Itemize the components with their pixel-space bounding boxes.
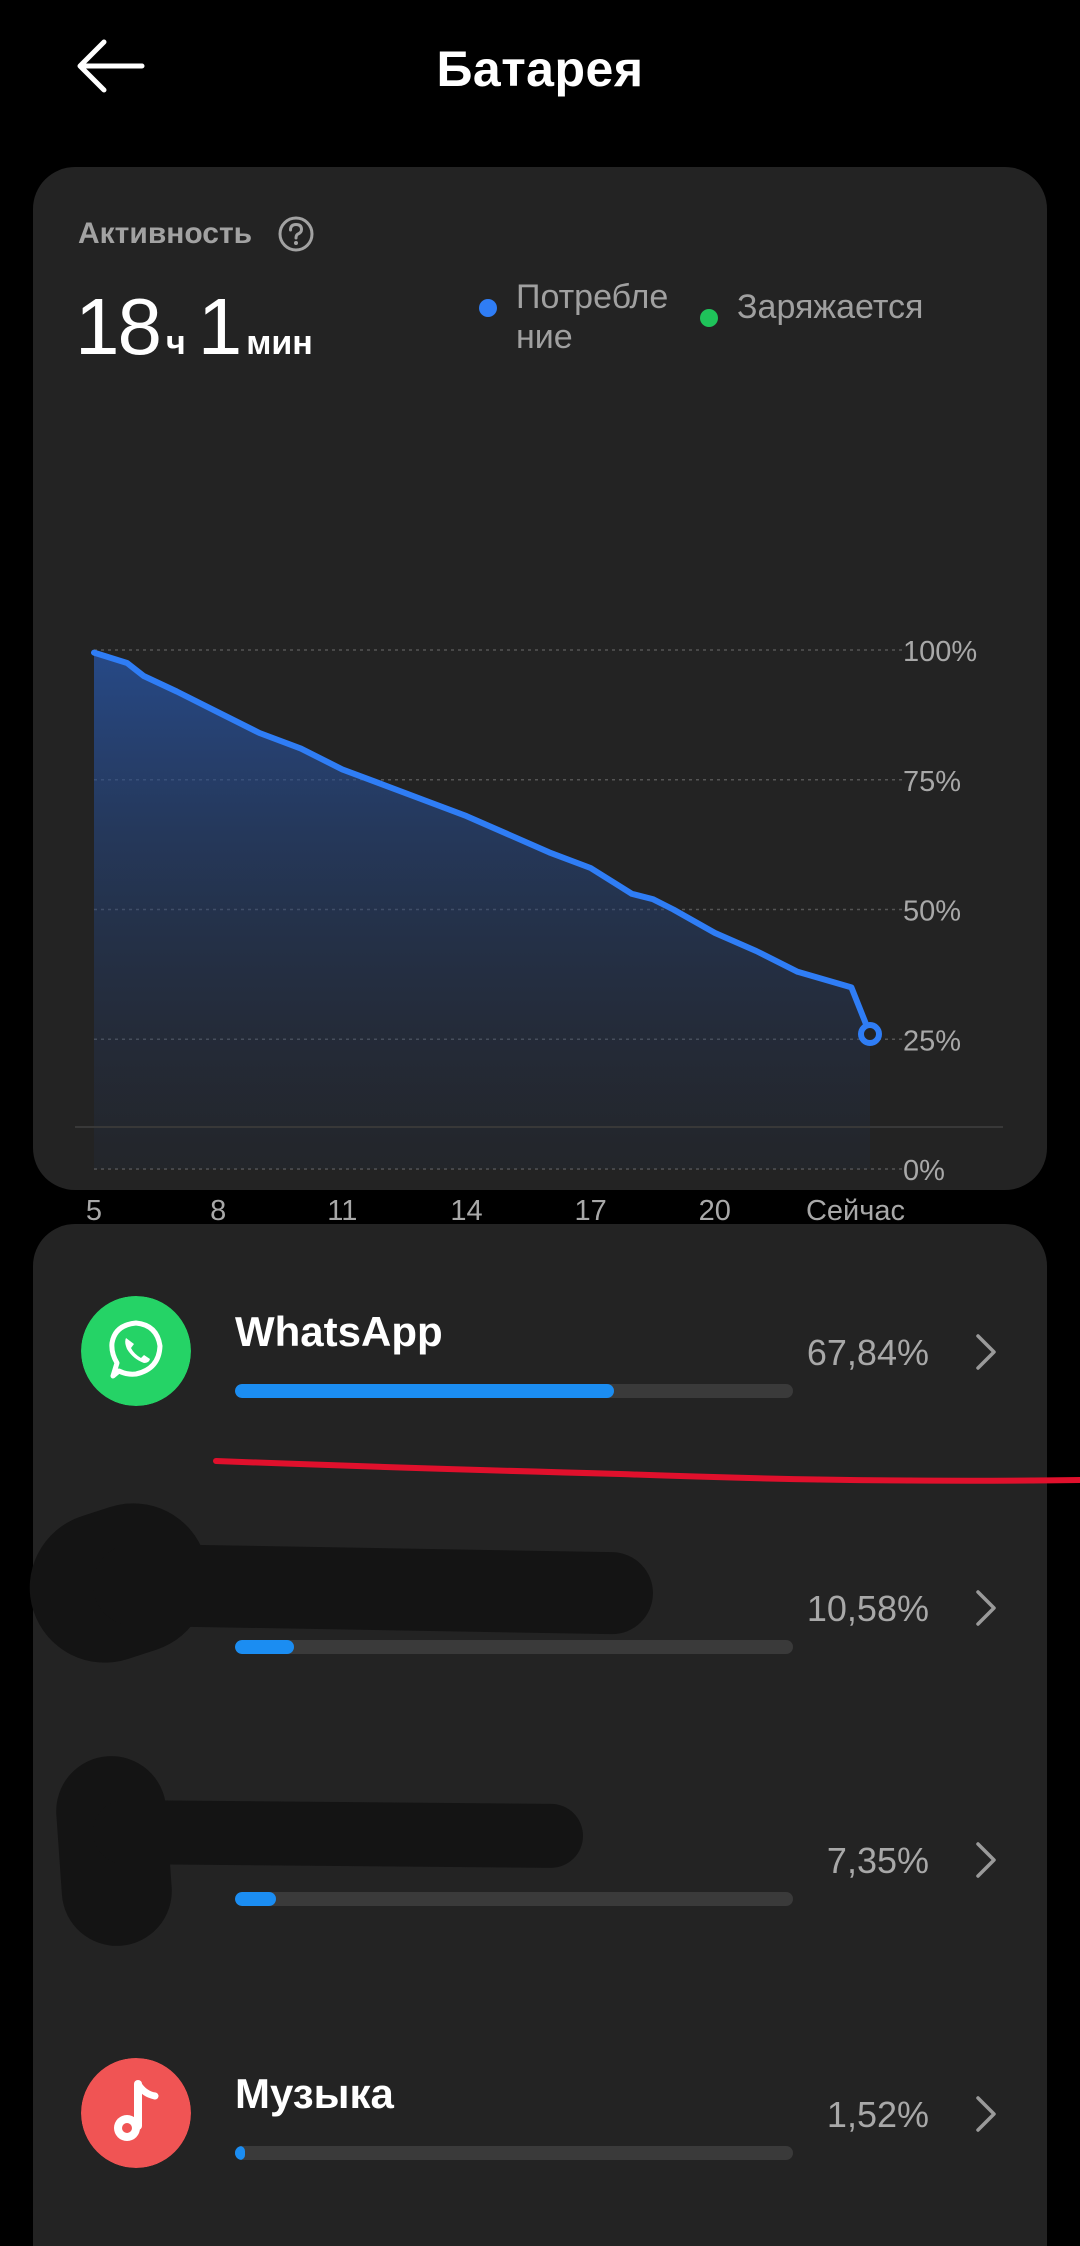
usage-bar bbox=[235, 1892, 793, 1906]
chevron-right-icon bbox=[976, 1842, 996, 1878]
current-level-marker bbox=[858, 1022, 882, 1047]
page-title: Батарея bbox=[436, 41, 644, 97]
x-tick-label: 20 bbox=[699, 1195, 731, 1227]
redaction-scribble bbox=[92, 1543, 654, 1635]
x-tick-label: Сейчас bbox=[806, 1195, 905, 1227]
chevron-right-icon bbox=[976, 1334, 996, 1370]
series-line bbox=[91, 649, 873, 1038]
app-usage-card: WhatsApp 67,84% 10,58% 7,35% bbox=[10, 1224, 1047, 2246]
question-circle-icon[interactable] bbox=[277, 215, 315, 253]
whatsapp-icon bbox=[81, 1296, 191, 1406]
legend-consumption-label: Потребле ние bbox=[516, 278, 669, 356]
app-name: WhatsApp bbox=[235, 1308, 443, 1355]
usage-bar-fill bbox=[235, 1640, 295, 1654]
y-tick-label: 25% bbox=[903, 1025, 961, 1057]
usage-percent: 1,52% bbox=[826, 2094, 929, 2135]
legend-consumption-dot bbox=[479, 299, 497, 317]
y-tick-label: 100% bbox=[903, 636, 977, 668]
usage-percent: 10,58% bbox=[806, 1588, 929, 1629]
chart-divider bbox=[75, 1126, 1003, 1128]
usage-percent: 67,84% bbox=[806, 1332, 929, 1373]
x-tick-label: 5 bbox=[86, 1195, 102, 1227]
usage-bar-fill bbox=[235, 1892, 276, 1906]
app-name: Музыка bbox=[235, 2070, 394, 2117]
usage-bar bbox=[235, 2146, 793, 2160]
legend-consumption: Потребле ние bbox=[479, 277, 719, 357]
legend-charging: Заряжается bbox=[700, 277, 1020, 327]
usage-bar-fill bbox=[235, 1384, 614, 1398]
usage-hours-unit: ч bbox=[165, 324, 186, 362]
usage-minutes: 1 bbox=[197, 282, 242, 371]
usage-percent: 7,35% bbox=[826, 1840, 929, 1881]
usage-bar-fill bbox=[235, 2146, 246, 2160]
redaction-scribble bbox=[92, 1799, 584, 1869]
x-tick-label: 14 bbox=[450, 1195, 482, 1227]
battery-chart: 100% 75% 50% 25% 0% 5 8 11 14 17 20 Сейчас bbox=[86, 636, 977, 1227]
arrow-left-icon[interactable] bbox=[72, 36, 146, 96]
usage-minutes-unit: мин bbox=[246, 324, 313, 362]
usage-bar bbox=[235, 1384, 793, 1398]
app-row-music[interactable]: Музыка 1,52% bbox=[33, 1986, 1047, 2196]
app-row-whatsapp[interactable]: WhatsApp 67,84% bbox=[33, 1224, 1047, 1434]
activity-label: Активность bbox=[78, 217, 253, 250]
chevron-right-icon bbox=[976, 1590, 996, 1626]
usage-time: 18 ч 1 мин bbox=[75, 281, 325, 373]
x-tick-label: 8 bbox=[210, 1195, 226, 1227]
music-note-icon bbox=[81, 2058, 191, 2168]
y-tick-label: 0% bbox=[903, 1155, 945, 1187]
legend-charging-dot bbox=[700, 309, 718, 327]
x-tick-label: 17 bbox=[575, 1195, 607, 1227]
x-tick-label: 11 bbox=[327, 1195, 357, 1227]
chevron-right-icon bbox=[976, 2096, 996, 2132]
top-app-bar: Батарея bbox=[0, 0, 1080, 150]
app-row-hidden-2[interactable]: 7,35% bbox=[33, 1732, 1047, 1950]
series-area bbox=[94, 652, 870, 1169]
legend-charging-label: Заряжается bbox=[737, 288, 924, 326]
usage-hours: 18 bbox=[75, 282, 162, 371]
usage-bar bbox=[235, 1640, 793, 1654]
y-tick-label: 50% bbox=[903, 896, 961, 928]
app-row-hidden-1[interactable]: 10,58% bbox=[10, 1478, 1047, 1688]
activity-card: Активность 18 ч 1 мин Потребле ние Заряжаетс… bbox=[33, 167, 1047, 1227]
y-tick-label: 75% bbox=[903, 766, 961, 798]
